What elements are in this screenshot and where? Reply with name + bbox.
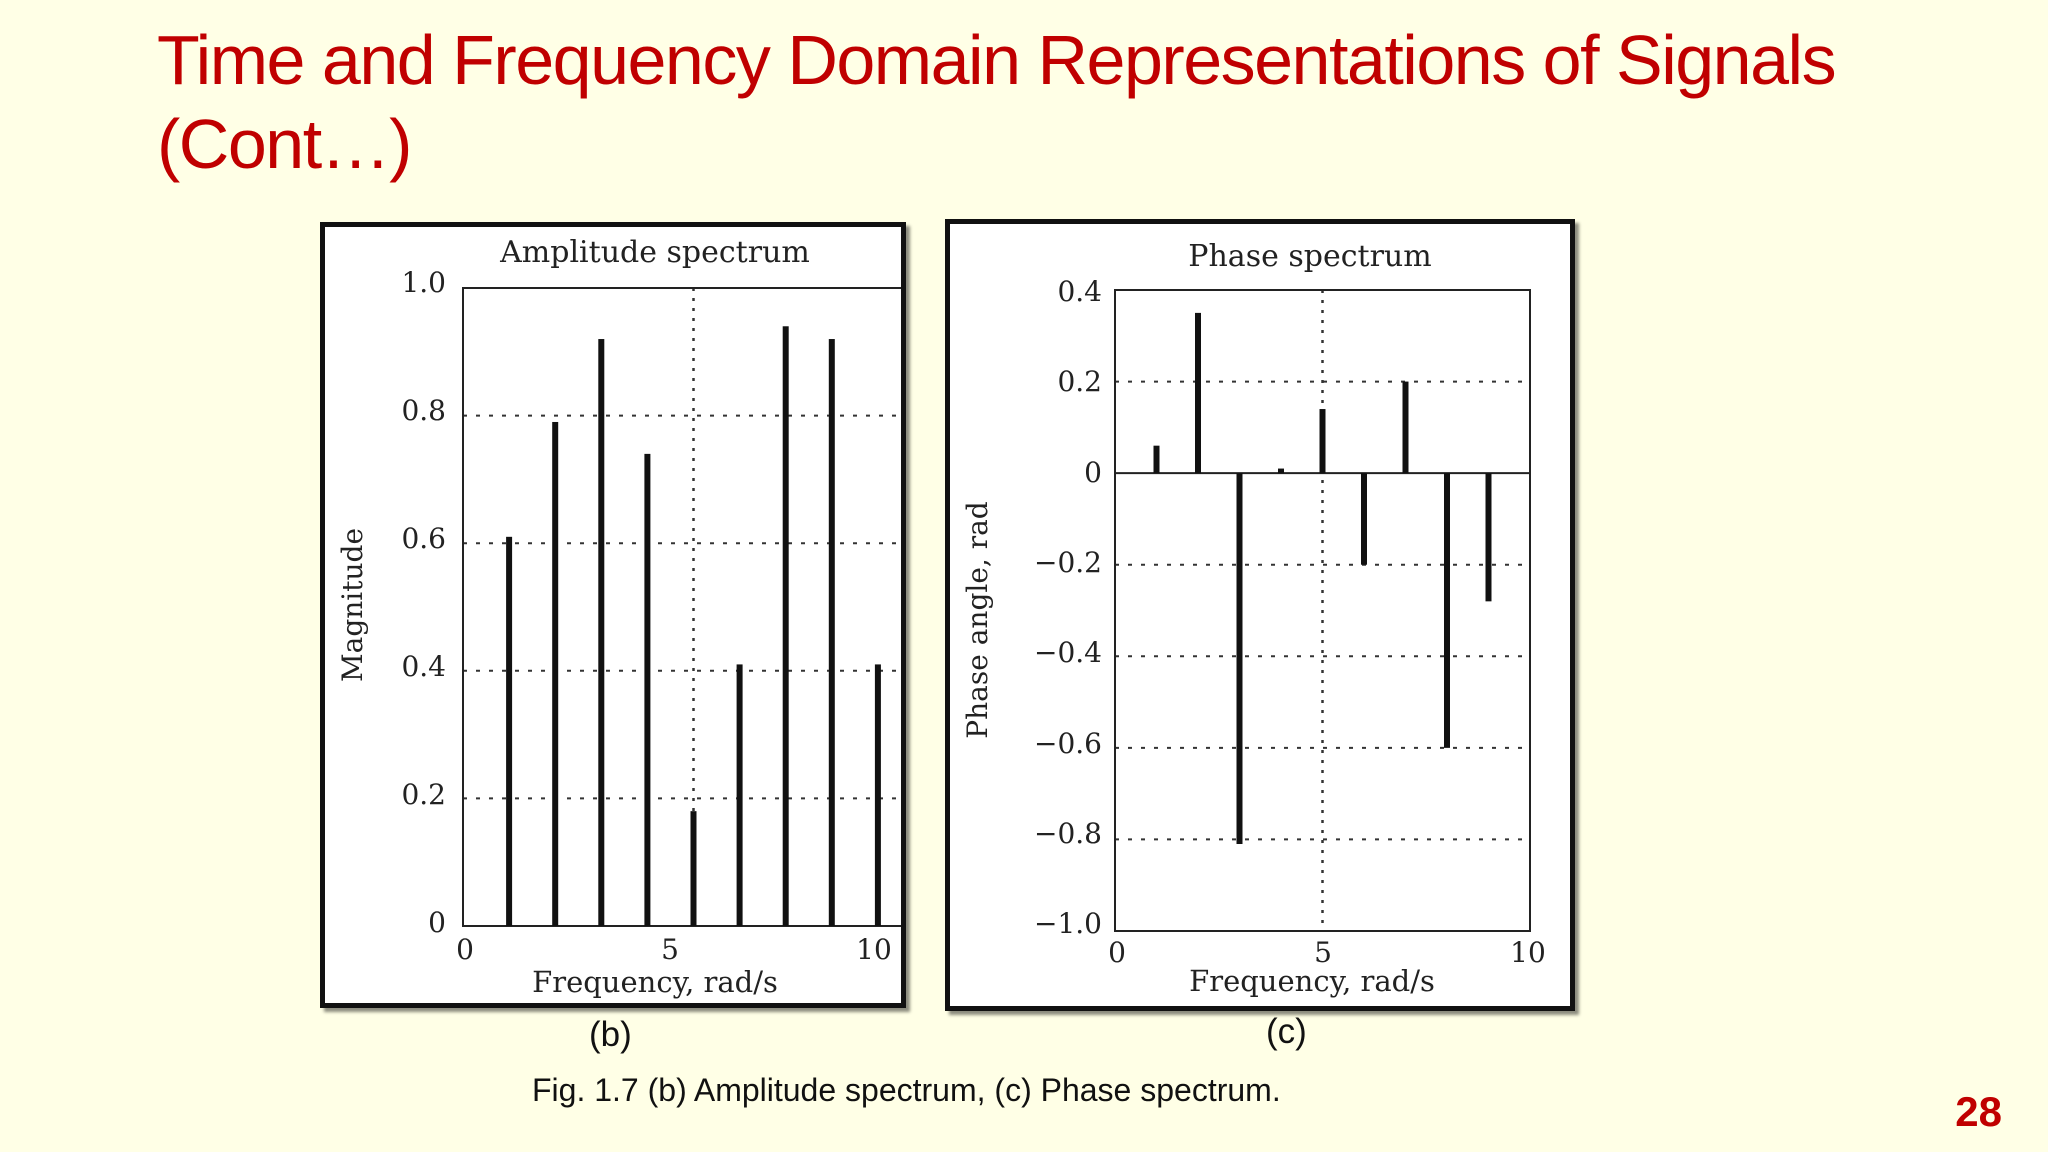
x-axis-label: Frequency, rad/s [532,965,778,999]
bar [1195,312,1201,474]
x-tick-label: 0 [1108,936,1126,969]
bar [644,453,651,926]
phase-spectrum-figure: Phase spectrum Frequency, rad/s Phase an… [945,219,1575,1011]
y-tick-label: −0.6 [1034,727,1102,760]
bar [874,664,881,926]
bar [552,421,559,926]
bar [782,326,789,926]
slide-title: Time and Frequency Domain Representation… [157,18,1957,186]
y-tick-label: −0.8 [1034,817,1102,850]
title-line-2: (Cont…) [157,105,412,183]
y-tick-label: 1.0 [401,266,446,299]
y-tick-label: 0 [1084,456,1102,489]
amplitude-spectrum-chart: Amplitude spectrum Frequency, rad/s Magn… [336,235,901,999]
y-axis-label: Magnitude [336,528,369,682]
bar [1236,473,1243,845]
y-tick-label: 0.8 [401,394,446,427]
page-number: 28 [1955,1088,2002,1135]
chart-title: Amplitude spectrum [499,235,810,270]
amplitude-spectrum-figure: Amplitude spectrum Frequency, rad/s Magn… [320,222,906,1008]
bar [1319,409,1326,474]
y-axis-label: Phase angle, rad [961,501,994,738]
y-tick-label: 0.4 [401,650,446,683]
y-tick-label: 0.2 [401,778,446,811]
x-tick-label: 5 [661,933,679,966]
title-line-1: Time and Frequency Domain Representation… [157,21,1837,99]
y-tick-label: −0.4 [1034,636,1102,669]
y-tick-label: 0.6 [401,522,446,555]
y-tick-label: 0.2 [1057,365,1102,398]
bar [598,339,605,926]
x-tick-label: 10 [1510,936,1546,969]
y-tick-label: −0.2 [1034,546,1102,579]
y-tick-label: 0.4 [1057,275,1102,308]
bar [690,811,697,926]
bar [1361,473,1367,565]
bar [1485,473,1492,602]
chart-title: Phase spectrum [1188,239,1431,274]
bar [1444,473,1450,748]
bar [736,664,743,926]
y-tick-label: −1.0 [1034,907,1102,940]
phase-spectrum-chart: Phase spectrum Frequency, rad/s Phase an… [961,239,1546,998]
bar [1153,445,1160,474]
x-tick-label: 5 [1314,936,1332,969]
plot-area-border [462,287,901,927]
subfigure-label-b: (b) [589,1015,632,1054]
bar [828,339,835,926]
x-axis-label: Frequency, rad/s [1189,964,1435,998]
figure-caption: Fig. 1.7 (b) Amplitude spectrum, (c) Pha… [532,1072,1281,1108]
bar [1402,381,1409,474]
x-tick-label: 10 [856,933,892,966]
x-tick-label: 0 [456,933,474,966]
bar [506,536,513,926]
plot-area-border [1114,289,1531,932]
y-tick-label: 0 [428,906,446,939]
bar [1278,468,1284,474]
subfigure-label-c: (c) [1266,1012,1307,1051]
